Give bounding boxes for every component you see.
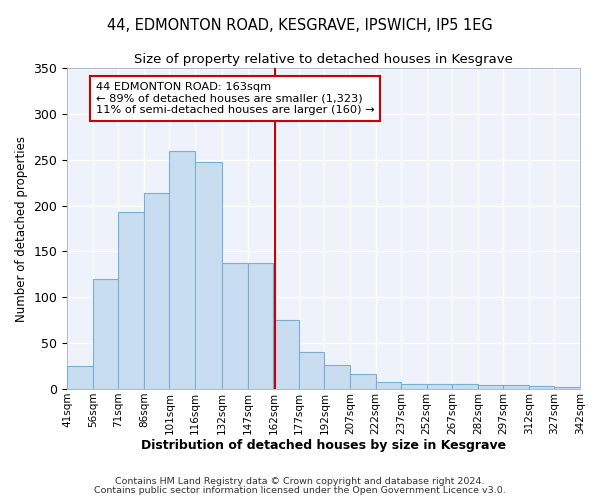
Bar (248, 264, 274, 389)
Text: 44, EDMONTON ROAD, KESGRAVE, IPSWICH, IP5 1EG: 44, EDMONTON ROAD, KESGRAVE, IPSWICH, IP… (107, 18, 493, 32)
Bar (222, 264, 248, 389)
Bar (118, 212, 144, 389)
Bar (67, 366, 93, 389)
Bar (452, 384, 478, 389)
Bar (503, 386, 529, 389)
Text: Contains public sector information licensed under the Open Government Licence v3: Contains public sector information licen… (94, 486, 506, 495)
Bar (554, 387, 580, 389)
Bar (529, 386, 554, 389)
Bar (93, 279, 118, 389)
Bar (274, 320, 299, 389)
Bar (195, 162, 222, 389)
Bar (401, 384, 427, 389)
Bar (376, 382, 401, 389)
Bar (144, 193, 169, 389)
Y-axis label: Number of detached properties: Number of detached properties (15, 136, 28, 322)
Bar (299, 352, 325, 389)
Bar (427, 384, 452, 389)
Bar (478, 386, 503, 389)
Title: Size of property relative to detached houses in Kesgrave: Size of property relative to detached ho… (134, 52, 513, 66)
Bar (325, 365, 350, 389)
Bar (350, 374, 376, 389)
Text: 44 EDMONTON ROAD: 163sqm
← 89% of detached houses are smaller (1,323)
11% of sem: 44 EDMONTON ROAD: 163sqm ← 89% of detach… (96, 82, 375, 115)
Text: Contains HM Land Registry data © Crown copyright and database right 2024.: Contains HM Land Registry data © Crown c… (115, 477, 485, 486)
X-axis label: Distribution of detached houses by size in Kesgrave: Distribution of detached houses by size … (141, 440, 506, 452)
Bar (169, 150, 195, 389)
